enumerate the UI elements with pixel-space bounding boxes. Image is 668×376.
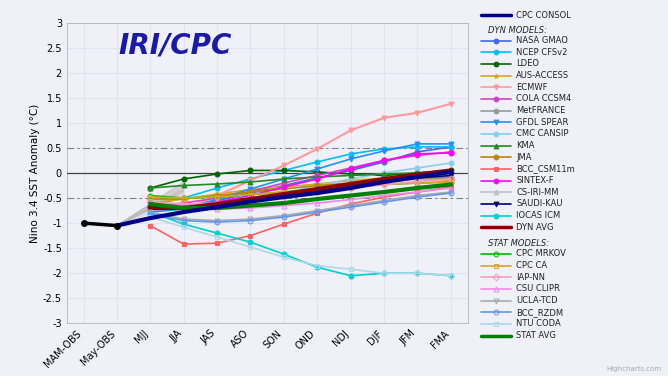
Text: IOCAS ICM: IOCAS ICM	[516, 211, 560, 220]
Text: COLA CCSM4: COLA CCSM4	[516, 94, 572, 103]
Text: IRI/CPC: IRI/CPC	[119, 32, 232, 59]
Text: CPC MRKOV: CPC MRKOV	[516, 250, 566, 258]
Text: KMA: KMA	[516, 141, 535, 150]
Text: Highcharts.com: Highcharts.com	[606, 366, 661, 372]
Text: IAP-NN: IAP-NN	[516, 273, 545, 282]
Text: STAT AVG: STAT AVG	[516, 331, 556, 340]
Text: MetFRANCE: MetFRANCE	[516, 106, 566, 115]
Text: LDEO: LDEO	[516, 59, 539, 68]
Text: DYN MODELS:: DYN MODELS:	[488, 26, 546, 35]
Text: SINTEX-F: SINTEX-F	[516, 176, 554, 185]
Text: CMC CANSIP: CMC CANSIP	[516, 129, 569, 138]
Text: JMA: JMA	[516, 153, 532, 162]
Text: ECMWF: ECMWF	[516, 83, 548, 92]
Text: NASA GMAO: NASA GMAO	[516, 36, 568, 45]
Text: SAUDI-KAU: SAUDI-KAU	[516, 199, 563, 208]
Text: AUS-ACCESS: AUS-ACCESS	[516, 71, 570, 80]
Text: NTU CODA: NTU CODA	[516, 320, 561, 328]
Text: BCC_RZDM: BCC_RZDM	[516, 308, 564, 317]
Text: CSU CLIPR: CSU CLIPR	[516, 285, 560, 293]
Text: BCC_CSM11m: BCC_CSM11m	[516, 164, 575, 173]
Text: CPC CA: CPC CA	[516, 261, 548, 270]
Y-axis label: Nino 3.4 SST Anomaly (°C): Nino 3.4 SST Anomaly (°C)	[30, 103, 40, 243]
Text: CS-IRI-MM: CS-IRI-MM	[516, 188, 559, 197]
Text: NCEP CFSv2: NCEP CFSv2	[516, 48, 568, 57]
Text: CPC CONSOL: CPC CONSOL	[516, 11, 571, 20]
Text: UCLA-TCD: UCLA-TCD	[516, 296, 558, 305]
Text: GFDL SPEAR: GFDL SPEAR	[516, 118, 568, 127]
Text: STAT MODELS:: STAT MODELS:	[488, 239, 549, 248]
Text: DYN AVG: DYN AVG	[516, 223, 554, 232]
